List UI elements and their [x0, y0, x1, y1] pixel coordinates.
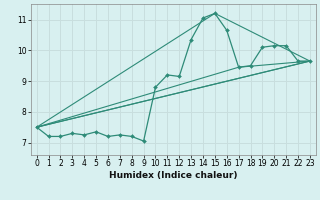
X-axis label: Humidex (Indice chaleur): Humidex (Indice chaleur)	[109, 171, 237, 180]
